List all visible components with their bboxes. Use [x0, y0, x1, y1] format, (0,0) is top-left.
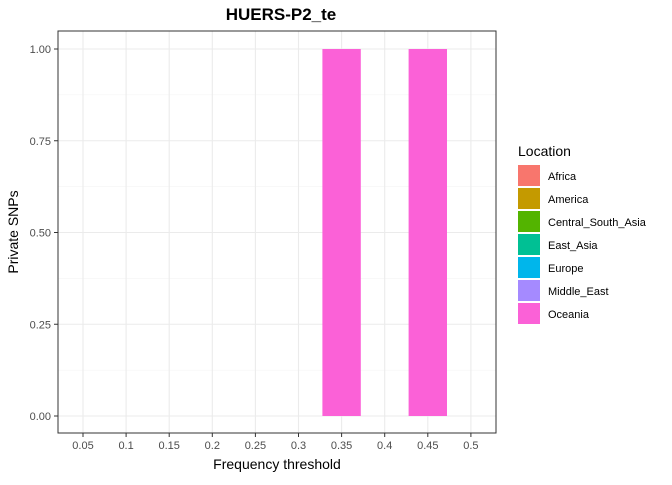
- x-tick-label: 0.15: [158, 440, 179, 452]
- bar-oceania-0.45: [408, 49, 447, 416]
- x-tick-label: 0.25: [245, 440, 266, 452]
- x-tick-label: 0.3: [291, 440, 306, 452]
- x-tick-label: 0.4: [377, 440, 392, 452]
- x-tick-label: 0.2: [205, 440, 220, 452]
- x-axis-label: Frequency threshold: [213, 456, 341, 472]
- x-tick-label: 0.1: [118, 440, 133, 452]
- y-tick-label: 1.00: [30, 44, 51, 56]
- legend-key-america: [518, 188, 540, 209]
- legend-label-america: America: [548, 194, 589, 206]
- legend-label-africa: Africa: [548, 171, 577, 183]
- x-axis: 0.05 0.1 0.15 0.2 0.25 0.3 0.35 0.4 0.45 0.5: [72, 433, 479, 452]
- legend-label-central_south_asia: Central_South_Asia: [548, 217, 647, 229]
- x-tick-label: 0.05: [72, 440, 93, 452]
- legend: Location Africa America Central_South_Asia…: [518, 143, 647, 324]
- x-tick-label: 0.45: [417, 440, 438, 452]
- x-tick-label: 0.35: [331, 440, 352, 452]
- legend-key-east_asia: [518, 234, 540, 255]
- legend-label-europe: Europe: [548, 263, 583, 275]
- y-tick-label: 0.50: [30, 228, 51, 240]
- y-axis-label: Private SNPs: [5, 190, 21, 273]
- legend-key-middle_east: [518, 280, 540, 301]
- legend-key-europe: [518, 257, 540, 278]
- y-tick-label: 0.75: [30, 136, 51, 148]
- bar-oceania-0.35: [322, 49, 361, 416]
- legend-label-east_asia: East_Asia: [548, 240, 598, 252]
- legend-key-oceania: [518, 303, 540, 324]
- legend-key-africa: [518, 165, 540, 186]
- legend-title: Location: [518, 143, 571, 159]
- legend-label-oceania: Oceania: [548, 309, 590, 321]
- chart-title: HUERS-P2_te: [226, 5, 337, 24]
- y-axis: 0.00 0.25 0.50 0.75 1.00: [30, 44, 58, 423]
- y-tick-label: 0.00: [30, 411, 51, 423]
- legend-key-central_south_asia: [518, 211, 540, 232]
- bars-layer: [322, 49, 447, 416]
- x-tick-label: 0.5: [463, 440, 478, 452]
- y-tick-label: 0.25: [30, 319, 51, 331]
- legend-label-middle_east: Middle_East: [548, 286, 609, 298]
